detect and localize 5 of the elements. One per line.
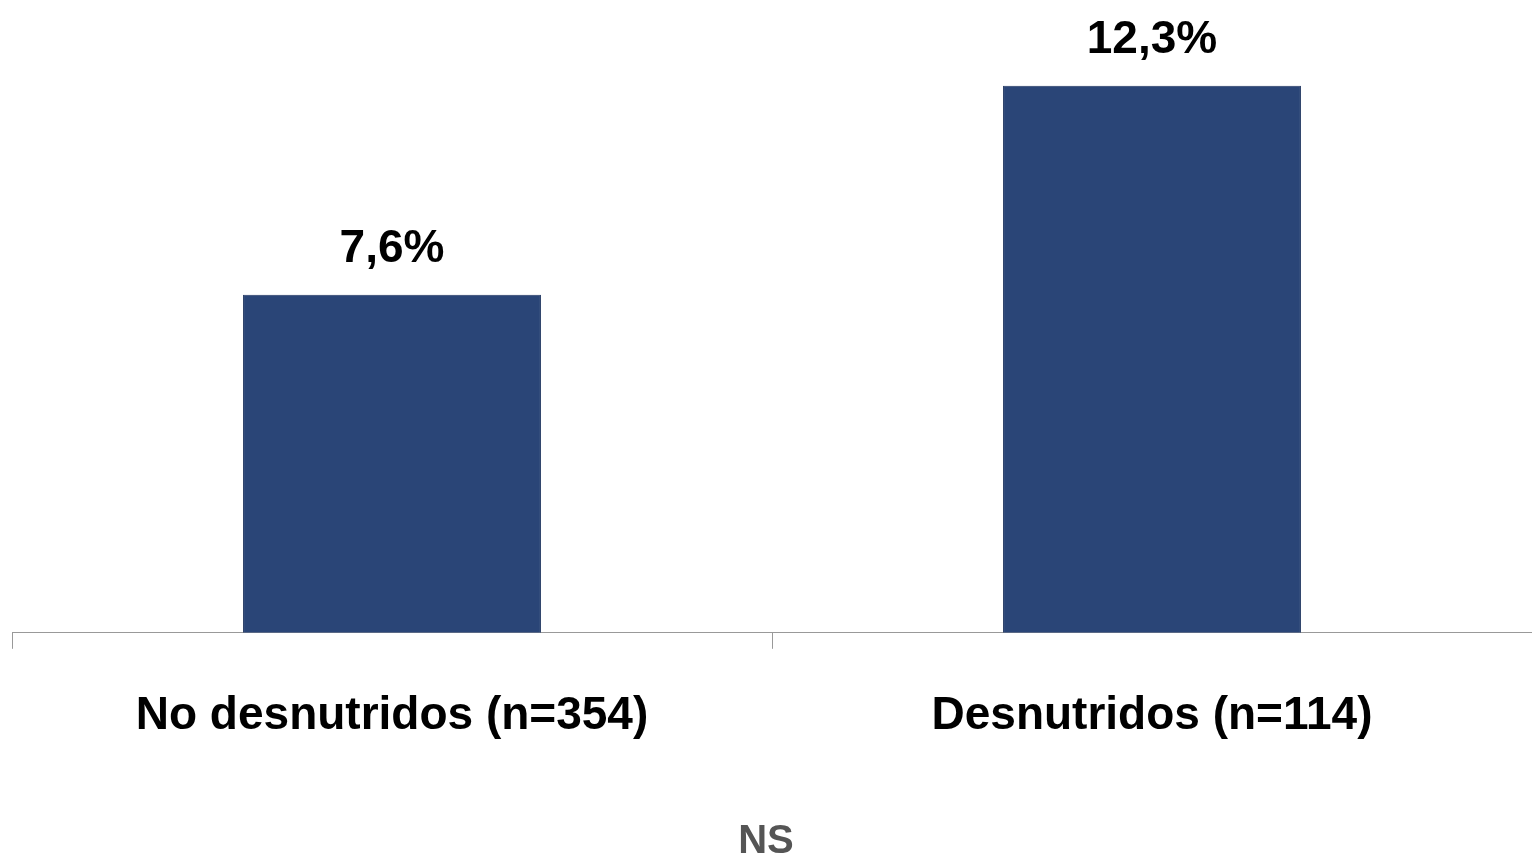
x-tick-label: Desnutridos (n=114) bbox=[931, 687, 1373, 740]
text: NS bbox=[738, 817, 794, 862]
x-tick-label: No desnutridos (n=354) bbox=[135, 687, 649, 740]
data-label: 12,3% bbox=[1086, 11, 1218, 64]
data-label: 7,6% bbox=[339, 220, 445, 273]
